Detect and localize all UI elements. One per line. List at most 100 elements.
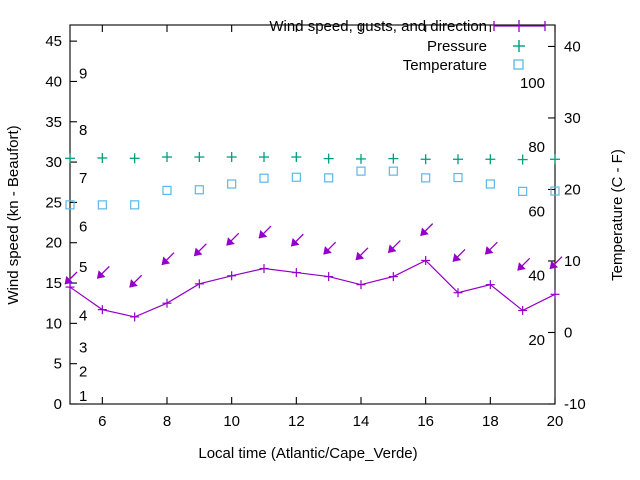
temperature-marker [65, 200, 75, 210]
wind-speed-marker [291, 268, 301, 278]
temperature-marker [550, 186, 560, 196]
x-tick-label: 18 [482, 413, 499, 430]
wind-speed-marker [65, 282, 75, 292]
left-axis-ticks [70, 40, 77, 405]
x-axis-tick-labels: 6 8 10 12 14 16 18 20 [98, 413, 563, 430]
wind-direction-arrow [420, 223, 434, 237]
x-tick-label: 16 [417, 413, 434, 430]
beaufort-scale-labels: 1 2 3 4 5 6 7 8 9 [79, 65, 87, 405]
wind-direction-arrow [226, 232, 240, 246]
beaufort-label: 8 [79, 122, 87, 139]
beaufort-label: 6 [79, 219, 87, 236]
inner-tick-label: 40 [528, 268, 545, 285]
temperature-marker [291, 172, 301, 182]
pressure-marker [291, 152, 302, 163]
y-tick-label: 20 [45, 235, 62, 252]
wind-speed-marker [130, 312, 140, 322]
y-tick-label: 35 [45, 114, 62, 131]
wind-direction-arrow [484, 241, 498, 255]
temperature-marker [130, 200, 140, 210]
series-temperature [65, 166, 560, 210]
x-tick-label: 6 [98, 413, 106, 430]
y2-tick-label: 10 [564, 253, 581, 270]
y2-tick-label: 20 [564, 181, 581, 198]
y-tick-label: 40 [45, 73, 62, 90]
series-wind-direction-arrows [64, 223, 563, 288]
wind-direction-arrow [290, 233, 304, 247]
wind-speed-marker [97, 305, 107, 315]
wind-direction-arrow [323, 241, 337, 255]
y2-axis-title: Temperature (C - F) [609, 149, 626, 281]
y-tick-label: 25 [45, 194, 62, 211]
plot-frame [69, 24, 556, 405]
inner-tick-label: 60 [528, 203, 545, 220]
pressure-marker [550, 154, 560, 165]
y-tick-label: 45 [45, 33, 62, 50]
pressure-marker [226, 152, 237, 163]
pressure-marker [485, 154, 496, 165]
temperature-marker [324, 173, 334, 183]
y2-tick-label: 0 [564, 324, 572, 341]
x-tick-label: 14 [353, 413, 370, 430]
y2-tick-label: -10 [564, 396, 586, 413]
y-axis-title: Wind speed (kn - Beaufort) [5, 125, 22, 304]
wind-direction-arrow [452, 248, 466, 262]
y2-tick-label: 40 [564, 38, 581, 55]
chart-legend: Wind speed, gusts, and direction Pressur… [269, 18, 546, 74]
wind-speed-marker [421, 255, 431, 265]
beaufort-label: 7 [79, 170, 87, 187]
pressure-marker [259, 152, 269, 163]
beaufort-label: 5 [79, 259, 87, 276]
wind-direction-arrow [387, 240, 401, 254]
right-axis-tick-labels: -10 0 10 20 30 40 [564, 38, 586, 413]
legend-item-temperature-label: Temperature [403, 57, 487, 74]
wind-speed-marker [194, 279, 204, 289]
y-tick-label: 5 [54, 356, 62, 373]
beaufort-label: 1 [79, 388, 87, 405]
wind-speed-marker [259, 264, 269, 274]
wind-speed-marker [388, 272, 398, 282]
series-wind-speed [65, 255, 560, 322]
y2-tick-label: 30 [564, 110, 581, 127]
legend-marker-wind [493, 20, 546, 32]
series-pressure [65, 152, 560, 165]
inner-tick-label: 100 [520, 75, 545, 92]
wind-direction-arrow [258, 225, 272, 239]
wind-speed-marker [356, 280, 366, 290]
pressure-marker [65, 153, 75, 164]
wind-direction-arrow [193, 243, 207, 257]
pressure-marker [194, 152, 205, 163]
temperature-marker [162, 185, 172, 196]
pressure-marker [356, 153, 366, 164]
legend-marker-pressure [513, 40, 525, 52]
temperature-marker [356, 166, 366, 176]
temperature-marker [97, 200, 107, 210]
x-axis-ticks [101, 25, 556, 404]
legend-item-wind-label: Wind speed, gusts, and direction [269, 18, 487, 35]
beaufort-label: 4 [79, 307, 87, 324]
beaufort-label: 9 [79, 65, 87, 82]
y-tick-label: 30 [45, 154, 62, 171]
temperature-marker [518, 186, 528, 196]
inner-tick-label: 20 [528, 332, 545, 349]
wind-speed-marker [550, 289, 560, 299]
x-tick-label: 10 [223, 413, 240, 430]
wind-direction-arrow [549, 256, 563, 270]
left-axis-tick-labels: 0 5 10 15 20 25 30 35 40 45 [45, 33, 62, 413]
wind-speed-marker [324, 272, 334, 282]
temperature-marker [485, 179, 495, 189]
temperature-marker [227, 179, 237, 189]
x-tick-label: 8 [163, 413, 171, 430]
y-tick-label: 0 [54, 396, 62, 413]
wind-speed-marker [453, 288, 463, 298]
right-axis-ticks [548, 45, 555, 405]
pressure-marker [162, 152, 172, 163]
x-tick-label: 20 [547, 413, 564, 430]
pressure-marker [420, 154, 431, 165]
pressure-marker [129, 153, 140, 164]
x-axis-title: Local time (Atlantic/Cape_Verde) [198, 445, 417, 462]
temperature-marker [421, 173, 431, 183]
wind-speed-marker [162, 298, 172, 308]
